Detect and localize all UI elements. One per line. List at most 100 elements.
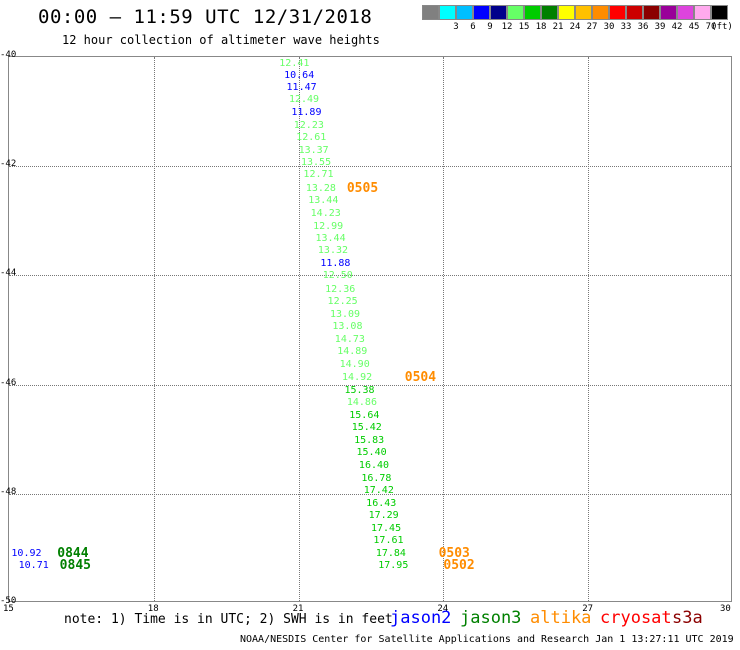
wave-height-label: 17.42 [363, 485, 394, 497]
lon-tick-label: 21 [292, 604, 304, 614]
color-scale-swatch [643, 5, 660, 20]
wave-height-label: 13.09 [329, 308, 361, 320]
grid-line-lon [298, 57, 300, 601]
color-scale-swatch [694, 5, 711, 20]
color-scale-swatch [422, 5, 439, 20]
wave-height-label: 11.47 [286, 81, 317, 93]
wave-height-label: 14.73 [334, 333, 365, 345]
pass-time-label: 0845 [59, 557, 91, 573]
color-scale-label: 42 [671, 22, 683, 32]
wave-height-label: 17.84 [375, 547, 406, 559]
color-scale-label: 39 [654, 22, 666, 32]
color-scale-label: 27 [586, 22, 598, 32]
pass-time-label: 0504 [404, 369, 437, 385]
lon-tick-label: 15 [3, 604, 14, 614]
wave-height-label: 12.61 [296, 132, 327, 144]
wave-height-label: 13.28 [305, 182, 336, 194]
color-scale-label: 21 [552, 22, 564, 32]
grid-line-lat [9, 384, 731, 386]
lon-tick-label: 24 [437, 604, 449, 614]
wave-height-label: 12.23 [293, 119, 324, 131]
color-scale-swatch [456, 5, 473, 20]
lat-tick-label: -46 [0, 377, 17, 388]
lat-tick-label: -50 [0, 596, 17, 606]
lat-tick-label: -40 [0, 50, 17, 60]
wave-height-label: 11.88 [320, 257, 351, 269]
wave-height-label: 15.83 [354, 434, 385, 446]
color-scale-swatch [507, 5, 524, 20]
satellite-legend-jason2: jason2 [390, 608, 452, 628]
wave-height-label: 11.89 [291, 107, 322, 119]
color-scale-swatch [677, 5, 694, 20]
color-scale-label: 15 [518, 22, 530, 32]
pass-time-label: 0844 [57, 545, 89, 561]
map-plot[interactable]: 12.41 10.64 11.47 12.49 11.89 12.23 12.61 13.37… [8, 56, 732, 602]
color-scale-swatch [592, 5, 609, 20]
wave-height-label: 16.78 [361, 472, 392, 484]
wave-height-label: 14.89 [337, 346, 368, 358]
lat-tick-label: -44 [0, 268, 17, 279]
color-scale-swatch [711, 5, 728, 20]
color-scale-swatch [609, 5, 626, 20]
color-scale-swatch [626, 5, 643, 20]
color-scale-swatch [575, 5, 592, 20]
wave-height-label: 10.64 [284, 69, 315, 81]
wave-height-label: 12.71 [303, 169, 334, 181]
lon-tick-label: 18 [147, 604, 159, 614]
wave-height-label: 13.44 [308, 195, 339, 207]
color-scale-label: 70 [705, 22, 717, 32]
credit-line: NOAA/NESDIS Center for Satellite Applica… [240, 634, 734, 645]
wave-height-label: 15.64 [349, 409, 380, 421]
color-scale-label: 33 [620, 22, 632, 32]
satellite-legend-s3a: s3a [672, 608, 703, 628]
wave-height-label: 14.23 [310, 207, 341, 219]
color-scale-label: 3 [453, 22, 459, 32]
page-title: 00:00 – 11:59 UTC 12/31/2018 [38, 6, 373, 28]
wave-height-label: 10.92 [11, 547, 42, 559]
wave-height-label: 15.40 [356, 447, 387, 459]
wave-height-label: 12.99 [313, 220, 344, 232]
lat-tick-label: -48 [0, 486, 17, 497]
satellite-legend-jason3: jason3 [460, 608, 522, 628]
lat-tick-label: -42 [0, 159, 17, 170]
color-scale-label: 45 [688, 22, 700, 32]
color-scale-label: 6 [470, 22, 476, 32]
color-scale-swatch [439, 5, 456, 20]
grid-line-lat [9, 166, 731, 168]
wave-height-label: 10.71 [18, 559, 49, 571]
wave-height-label: 17.45 [371, 522, 402, 534]
color-scale-swatch [541, 5, 558, 20]
wave-height-label: 12.49 [288, 94, 320, 106]
wave-height-label: 12.25 [327, 296, 358, 308]
footer-note: note: 1) Time is in UTC; 2) SWH is in fe… [64, 612, 393, 627]
wave-height-label: 13.37 [298, 144, 329, 156]
grid-line-lon [588, 57, 590, 601]
wave-height-label: 14.90 [339, 358, 370, 370]
wave-height-label: 17.95 [378, 560, 409, 572]
color-scale-label: 36 [637, 22, 649, 32]
page-subtitle: 12 hour collection of altimeter wave hei… [62, 33, 380, 47]
wave-height-label: 13.44 [315, 233, 346, 245]
lon-tick-label: 27 [582, 604, 594, 614]
grid-line-lon [153, 57, 155, 601]
color-scale-label: 12 [501, 22, 513, 32]
pass-time-label: 0502 [443, 558, 475, 574]
pass-time-label: 0503 [438, 545, 470, 561]
wave-height-label: 16.40 [358, 459, 390, 471]
wave-height-label: 14.92 [342, 371, 373, 383]
color-scale-label: 9 [487, 22, 493, 32]
grid-line-lon [443, 57, 445, 601]
color-scale-swatch [490, 5, 507, 20]
color-scale-swatch [660, 5, 677, 20]
wave-height-label: 12.36 [325, 283, 356, 295]
wave-height-label: 14.86 [346, 397, 377, 409]
wave-height-label: 13.08 [332, 321, 363, 333]
satellite-legend-altika: altika [530, 608, 592, 628]
wave-height-label: 17.29 [368, 510, 399, 522]
satellite-legend-cryosat: cryosat [600, 608, 672, 628]
color-scale-label: 18 [535, 22, 547, 32]
wave-height-label: 15.38 [344, 384, 375, 396]
grid-line-lat [9, 275, 731, 277]
wave-height-label: 16.43 [366, 497, 397, 509]
color-scale-label: 24 [569, 22, 581, 32]
